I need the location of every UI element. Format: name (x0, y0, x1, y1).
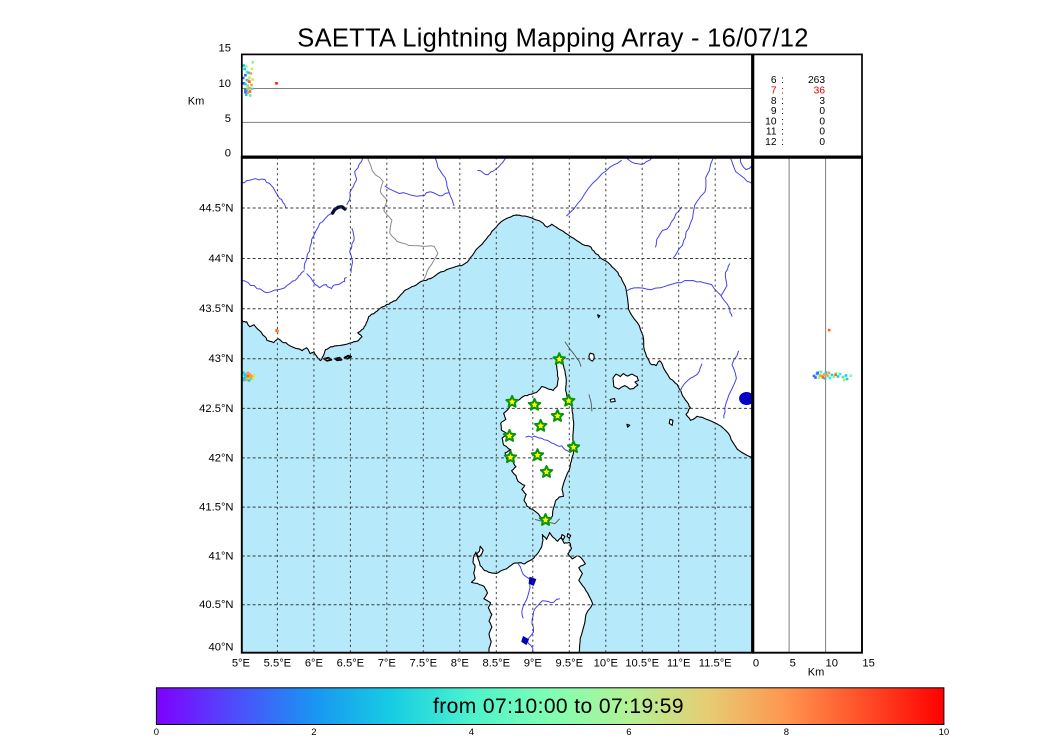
svg-text:40°N: 40°N (209, 642, 234, 654)
svg-text:5°E: 5°E (232, 658, 250, 670)
svg-text:44°N: 44°N (209, 253, 234, 265)
svg-text:10: 10 (939, 727, 950, 738)
svg-text:42.5°N: 42.5°N (199, 403, 233, 415)
svg-text:0: 0 (819, 137, 825, 148)
svg-text:43°N: 43°N (209, 353, 234, 365)
svg-text::: : (781, 127, 784, 138)
svg-text:0: 0 (154, 727, 159, 738)
svg-text:from 07:10:00 to 07:19:59: from 07:10:00 to 07:19:59 (433, 695, 684, 718)
svg-text:6°E: 6°E (305, 658, 323, 670)
svg-text:10.5°E: 10.5°E (625, 658, 659, 670)
svg-text:36: 36 (814, 86, 826, 97)
svg-text:41.5°N: 41.5°N (199, 502, 233, 514)
svg-text:12: 12 (765, 137, 777, 148)
svg-text::: : (781, 137, 784, 148)
svg-text:10: 10 (219, 78, 231, 90)
svg-text:8: 8 (784, 727, 789, 738)
svg-text::: : (781, 116, 784, 127)
svg-text:15: 15 (219, 42, 231, 54)
svg-text:6: 6 (771, 75, 777, 86)
svg-text:5: 5 (790, 658, 796, 670)
svg-text:0: 0 (819, 106, 825, 117)
svg-text:44.5°N: 44.5°N (199, 203, 233, 215)
svg-text:11: 11 (766, 127, 777, 138)
svg-text:8°E: 8°E (451, 658, 469, 670)
svg-text:SAETTA Lightning Mapping Array: SAETTA Lightning Mapping Array - 16/07/1… (297, 25, 808, 53)
svg-text:42°N: 42°N (209, 452, 234, 464)
svg-text:9.5°E: 9.5°E (556, 658, 584, 670)
svg-text::: : (781, 86, 784, 97)
svg-text:0: 0 (225, 148, 231, 160)
svg-text:7.5°E: 7.5°E (410, 658, 438, 670)
svg-text:3: 3 (819, 96, 825, 107)
svg-text:6.5°E: 6.5°E (337, 658, 365, 670)
svg-text::: : (781, 96, 784, 107)
svg-text:6: 6 (626, 727, 631, 738)
svg-text::: : (781, 75, 784, 86)
svg-text:Km: Km (808, 667, 825, 679)
svg-text:0: 0 (819, 127, 825, 138)
svg-text::: : (781, 106, 784, 117)
svg-text:40.5°N: 40.5°N (199, 599, 233, 611)
svg-text:43.5°N: 43.5°N (199, 303, 233, 315)
svg-text:11°E: 11°E (667, 658, 691, 670)
svg-text:Km: Km (188, 96, 205, 108)
svg-text:5: 5 (225, 113, 231, 125)
svg-text:0: 0 (753, 658, 759, 670)
svg-text:0: 0 (819, 116, 825, 127)
svg-text:7: 7 (771, 86, 777, 97)
svg-text:8.5°E: 8.5°E (483, 658, 511, 670)
svg-text:2: 2 (311, 727, 316, 738)
svg-text:9: 9 (771, 106, 777, 117)
svg-text:8: 8 (771, 96, 777, 107)
svg-text:10°E: 10°E (594, 658, 618, 670)
svg-text:10: 10 (825, 658, 837, 670)
svg-text:41°N: 41°N (209, 551, 234, 563)
svg-text:11.5°E: 11.5°E (699, 658, 732, 670)
svg-text:5.5°E: 5.5°E (264, 658, 292, 670)
svg-text:7°E: 7°E (378, 658, 396, 670)
svg-text:10: 10 (765, 116, 777, 127)
svg-text:9°E: 9°E (524, 658, 542, 670)
svg-text:4: 4 (469, 727, 474, 738)
svg-text:15: 15 (862, 658, 874, 670)
svg-text:263: 263 (808, 75, 825, 86)
